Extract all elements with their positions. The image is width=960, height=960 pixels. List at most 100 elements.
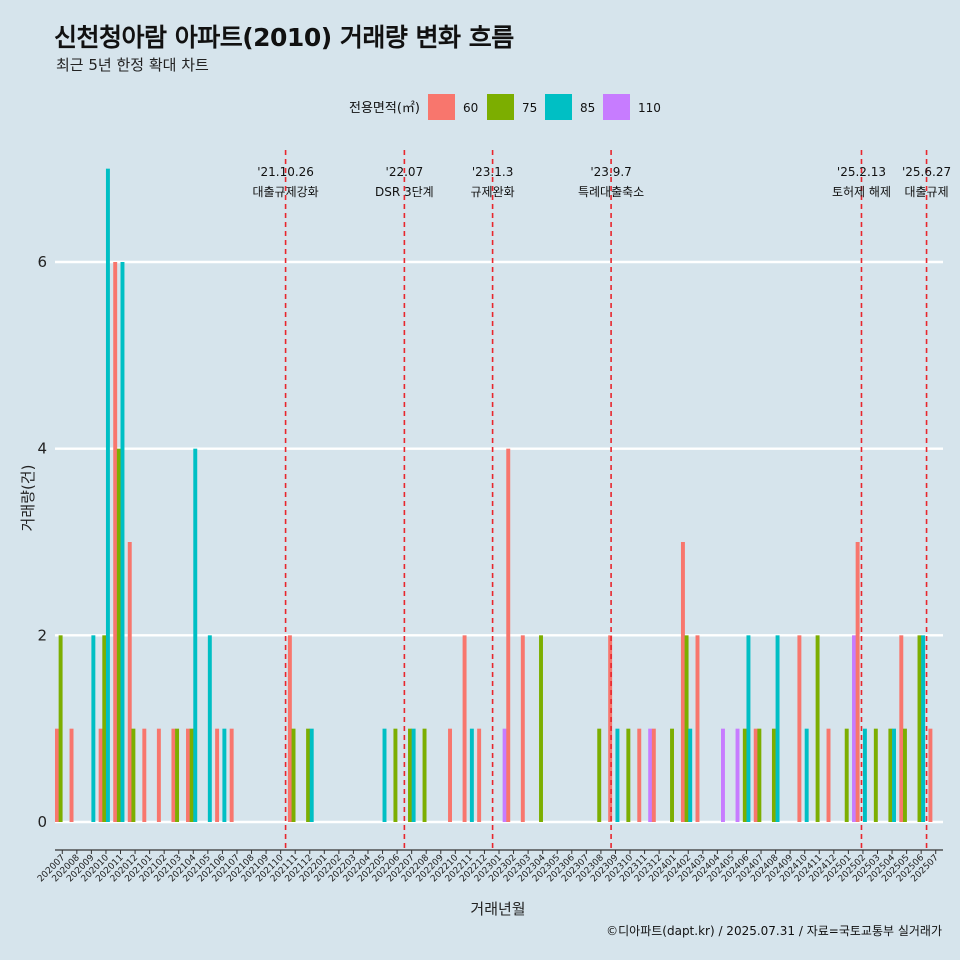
chart-title: 신천청아람 아파트(2010) 거래량 변화 흐름 (54, 23, 514, 52)
bar-85-202410 (804, 728, 809, 822)
bar-75-202308 (597, 728, 602, 822)
bar-60-202211 (462, 635, 467, 822)
y-tick-label: 2 (37, 626, 47, 644)
y-axis-title: 거래량(건) (19, 465, 37, 532)
bar-60-202012 (127, 542, 132, 822)
bar-75-202501 (844, 728, 849, 822)
bar-60-202103 (171, 728, 176, 822)
event-date: '25.6.27 (902, 165, 951, 179)
bar-75-202103 (175, 728, 180, 822)
bar-75-202208 (422, 728, 427, 822)
bar-60-202010 (98, 728, 103, 822)
legend-swatch-85 (545, 94, 572, 120)
bar-75-202207 (408, 728, 412, 822)
bar-75-202503 (873, 728, 878, 822)
bar-75-202010 (102, 635, 107, 822)
bar-60-202505 (899, 635, 904, 822)
legend-label-60: 60 (463, 101, 478, 115)
y-tick-label: 4 (37, 440, 47, 458)
bar-85-202504 (892, 728, 896, 822)
bar-60-202008 (69, 728, 74, 822)
bar-75-202104 (189, 728, 194, 822)
bar-85-202104 (193, 448, 198, 822)
bar-75-202310 (626, 728, 631, 822)
x-axis-title: 거래년월 (470, 900, 525, 918)
bar-75-202111 (291, 728, 296, 822)
bar-75-202408 (771, 728, 776, 822)
bar-85-202309 (615, 728, 620, 822)
event-label: 규제완화 (471, 185, 515, 199)
bar-60-202101 (142, 728, 147, 822)
bar-110-202404 (721, 728, 725, 822)
event-label: 대출규제강화 (252, 185, 318, 199)
bar-85-202205 (382, 728, 387, 822)
bar-60-202303 (520, 635, 525, 822)
y-tick-label: 6 (37, 253, 47, 271)
bar-60-202311 (637, 728, 642, 822)
x-axis: 2020072020082020092020102020112020122021… (36, 849, 943, 884)
bar-60-202502 (855, 542, 860, 822)
event-date: '21.10.26 (257, 165, 314, 179)
bar-85-202009 (91, 635, 96, 822)
legend-title: 전용면적(㎡) (349, 101, 420, 116)
bar-60-202309 (608, 635, 613, 822)
bar-60-202111 (287, 635, 292, 822)
bar-60-202407 (753, 728, 758, 822)
legend-swatch-75 (487, 94, 514, 120)
bar-75-202112 (306, 728, 311, 822)
bar-85-202211 (469, 728, 474, 822)
bar-85-202402 (688, 728, 693, 822)
bar-85-202207 (411, 728, 416, 822)
bar-60-202102 (156, 728, 161, 822)
bar-85-202506 (921, 635, 926, 822)
legend-swatch-60 (428, 94, 455, 120)
bar-60-202412 (826, 728, 831, 822)
event-label: DSR 3단계 (375, 185, 434, 199)
y-axis: 0 2 4 6 (37, 253, 47, 831)
event-date: '25.2.13 (837, 165, 886, 179)
bar-60-202106 (215, 728, 220, 822)
bar-75-202504 (888, 728, 893, 822)
bar-85-202408 (775, 635, 780, 822)
legend: 전용면적(㎡) 60 75 85 110 (349, 94, 661, 120)
bar-85-202106 (222, 728, 227, 822)
bar-85-202011 (120, 262, 125, 822)
bar-60-202107 (229, 728, 234, 822)
event-date: '22.07 (386, 165, 424, 179)
bar-60-202402 (680, 542, 685, 822)
event-label: 특례대출축소 (578, 185, 644, 199)
legend-label-110: 110 (638, 101, 661, 115)
bar-75-202406 (742, 728, 747, 822)
legend-swatch-110 (603, 94, 630, 120)
bar-75-202506 (917, 635, 922, 822)
bar-75-202407 (757, 728, 762, 822)
legend-label-75: 75 (522, 101, 537, 115)
event-label: 대출규제 (904, 185, 948, 199)
bar-60-202212 (477, 728, 482, 822)
bar-85-202105 (207, 635, 212, 822)
bars (55, 168, 933, 822)
bar-60-202007 (55, 728, 59, 822)
bar-75-202402 (684, 635, 689, 822)
bar-60-202302 (506, 448, 511, 822)
bar-75-202505 (902, 728, 907, 822)
bar-60-202104 (186, 728, 190, 822)
bar-75-202012 (131, 728, 136, 822)
bar-60-202312 (651, 728, 656, 822)
bar-75-202411 (815, 635, 820, 822)
caption: ©디아파트(dapt.kr) / 2025.07.31 / 자료=국토교통부 실… (606, 924, 942, 938)
y-tick-label: 0 (37, 813, 47, 831)
bar-75-202206 (393, 728, 398, 822)
bar-85-202502 (862, 728, 867, 822)
bar-75-202401 (670, 728, 674, 822)
bar-60-202410 (797, 635, 802, 822)
bar-60-202403 (695, 635, 700, 822)
grid-lines (55, 260, 943, 824)
bar-60-202011 (113, 262, 118, 822)
bar-110-202301 (502, 728, 507, 822)
bar-60-202210 (448, 728, 452, 822)
chart-subtitle: 최근 5년 한정 확대 차트 (56, 56, 209, 74)
legend-label-85: 85 (580, 101, 595, 115)
bar-75-202304 (539, 635, 543, 822)
